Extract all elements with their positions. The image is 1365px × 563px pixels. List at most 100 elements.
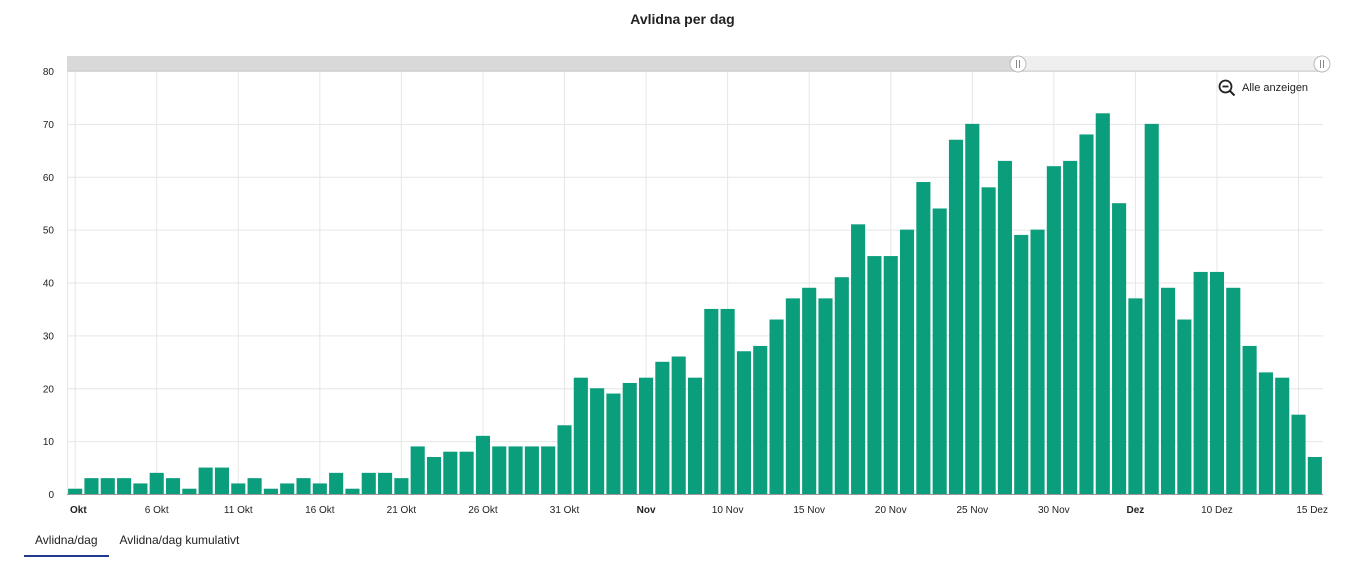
navigator-left-handle[interactable] — [1009, 55, 1027, 73]
x-tick-label: 25 Nov — [956, 505, 988, 516]
navigator-right-handle[interactable] — [1313, 55, 1331, 73]
bar[interactable] — [867, 256, 882, 494]
bar[interactable] — [1079, 134, 1094, 494]
bar[interactable] — [443, 451, 458, 494]
y-tick-label: 70 — [43, 120, 55, 131]
bar[interactable] — [1095, 113, 1110, 495]
x-tick-label: 10 Dez — [1201, 505, 1233, 516]
bar[interactable] — [802, 287, 817, 494]
bar[interactable] — [1160, 287, 1176, 494]
bar[interactable] — [378, 472, 393, 494]
bar[interactable] — [541, 446, 556, 494]
bar[interactable] — [1291, 414, 1306, 494]
bar[interactable] — [606, 393, 621, 494]
bar[interactable] — [329, 472, 344, 494]
bar[interactable] — [68, 488, 83, 494]
bar[interactable] — [769, 319, 784, 494]
bar[interactable] — [671, 356, 686, 494]
bar[interactable] — [639, 377, 654, 494]
range-navigator[interactable] — [67, 55, 1331, 73]
tab-avlidna-dag[interactable]: Avlidna/dag — [24, 527, 109, 557]
bar[interactable] — [475, 435, 491, 494]
bar[interactable] — [280, 483, 295, 494]
bar[interactable] — [426, 456, 442, 494]
bar[interactable] — [345, 488, 360, 494]
bars — [68, 113, 1322, 495]
bar[interactable] — [557, 425, 572, 494]
x-tick-label: 15 Nov — [793, 505, 825, 516]
bar[interactable] — [394, 478, 409, 494]
bar[interactable] — [296, 478, 311, 494]
bar[interactable] — [84, 478, 99, 494]
y-tick-label: 20 — [43, 384, 55, 395]
bar[interactable] — [736, 351, 751, 494]
y-tick-label: 40 — [43, 279, 55, 290]
bar[interactable] — [117, 478, 132, 494]
bar[interactable] — [100, 478, 115, 494]
bar[interactable] — [834, 277, 849, 494]
bar[interactable] — [1112, 203, 1127, 494]
bar[interactable] — [312, 483, 327, 494]
bar[interactable] — [1307, 456, 1322, 494]
bar[interactable] — [573, 377, 588, 494]
bar[interactable] — [785, 298, 800, 494]
bar[interactable] — [1128, 298, 1143, 494]
bar[interactable] — [1014, 234, 1029, 494]
bar[interactable] — [753, 345, 768, 494]
bar[interactable] — [361, 472, 376, 494]
x-tick-label: 6 Okt — [145, 505, 169, 516]
navigator-selected-range[interactable] — [67, 56, 1018, 71]
x-tick-label: Nov — [637, 505, 656, 516]
bar[interactable] — [492, 446, 507, 494]
bar[interactable] — [410, 446, 425, 494]
bar[interactable] — [687, 377, 703, 494]
bar[interactable] — [883, 256, 898, 494]
bar[interactable] — [622, 382, 637, 494]
bar[interactable] — [1226, 287, 1241, 494]
bar[interactable] — [198, 467, 213, 494]
bar[interactable] — [247, 478, 262, 494]
bar[interactable] — [997, 160, 1012, 494]
reset-zoom-label: Alle anzeigen — [1242, 82, 1309, 94]
bar[interactable] — [932, 208, 947, 494]
bar[interactable] — [655, 361, 670, 494]
bar[interactable] — [1242, 345, 1257, 494]
x-tick-label: 15 Dez — [1296, 505, 1328, 516]
bar[interactable] — [149, 472, 164, 494]
bar[interactable] — [965, 123, 980, 494]
bar[interactable] — [851, 224, 866, 494]
bar[interactable] — [133, 483, 148, 494]
bar[interactable] — [704, 308, 719, 494]
bar[interactable] — [1258, 372, 1273, 494]
bar[interactable] — [916, 182, 931, 494]
bar[interactable] — [1144, 123, 1159, 494]
bar[interactable] — [720, 308, 735, 494]
x-tick-label: 21 Okt — [387, 505, 417, 516]
bar[interactable] — [981, 187, 996, 494]
bar[interactable] — [263, 488, 278, 494]
bar[interactable] — [182, 488, 197, 494]
bar[interactable] — [1193, 271, 1208, 494]
bar[interactable] — [1030, 229, 1045, 494]
bar[interactable] — [508, 446, 523, 494]
bar[interactable] — [459, 451, 474, 494]
reset-zoom-button[interactable]: Alle anzeigen — [1218, 78, 1308, 98]
bar[interactable] — [231, 483, 246, 494]
bar[interactable] — [1177, 319, 1192, 494]
bar[interactable] — [214, 467, 230, 494]
bar[interactable] — [899, 229, 915, 494]
bar[interactable] — [1275, 377, 1290, 494]
tab-avlidna-dag-kumulativt[interactable]: Avlidna/dag kumulativt — [119, 533, 240, 547]
bar[interactable] — [524, 446, 539, 494]
bar[interactable] — [818, 298, 833, 494]
x-tick-label: Okt — [70, 505, 87, 516]
bar[interactable] — [1209, 271, 1225, 494]
y-tick-label: 50 — [43, 226, 55, 237]
bar[interactable] — [948, 139, 964, 495]
bar[interactable] — [165, 478, 181, 494]
y-tick-label: 60 — [43, 173, 55, 184]
bar[interactable] — [1046, 166, 1061, 495]
bar[interactable] — [1063, 160, 1078, 494]
bar[interactable] — [590, 388, 605, 494]
